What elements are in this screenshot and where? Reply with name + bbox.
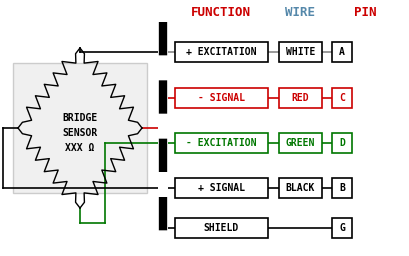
Bar: [331, 218, 351, 238]
Text: RED: RED: [291, 93, 308, 103]
Bar: [278, 88, 321, 108]
Text: D: D: [338, 138, 344, 148]
Text: BLACK: BLACK: [285, 183, 315, 193]
Text: + SIGNAL: + SIGNAL: [198, 183, 245, 193]
Text: B: B: [338, 183, 344, 193]
Text: C: C: [338, 93, 344, 103]
Bar: [331, 42, 351, 62]
Bar: [175, 42, 267, 62]
Text: SHIELD: SHIELD: [203, 223, 238, 233]
Bar: [157, 22, 168, 240]
Text: GREEN: GREEN: [285, 138, 315, 148]
Bar: [175, 133, 267, 153]
Bar: [331, 88, 351, 108]
Bar: [331, 178, 351, 198]
Text: BRIDGE: BRIDGE: [62, 113, 97, 123]
Bar: [175, 178, 267, 198]
Bar: [278, 178, 321, 198]
Text: WHITE: WHITE: [285, 47, 315, 57]
Text: G: G: [338, 223, 344, 233]
Bar: [13, 63, 147, 193]
Text: SENSOR: SENSOR: [62, 128, 97, 138]
Bar: [175, 218, 267, 238]
Bar: [175, 88, 267, 108]
Text: - SIGNAL: - SIGNAL: [198, 93, 245, 103]
Text: XXX Ω: XXX Ω: [65, 143, 94, 153]
Bar: [278, 133, 321, 153]
Text: + EXCITATION: + EXCITATION: [186, 47, 256, 57]
Bar: [331, 133, 351, 153]
Bar: [278, 42, 321, 62]
Text: - EXCITATION: - EXCITATION: [186, 138, 256, 148]
Text: A: A: [338, 47, 344, 57]
Text: FUNCTION: FUNCTION: [191, 5, 250, 18]
Text: WIRE: WIRE: [284, 5, 314, 18]
Text: PIN: PIN: [353, 5, 375, 18]
